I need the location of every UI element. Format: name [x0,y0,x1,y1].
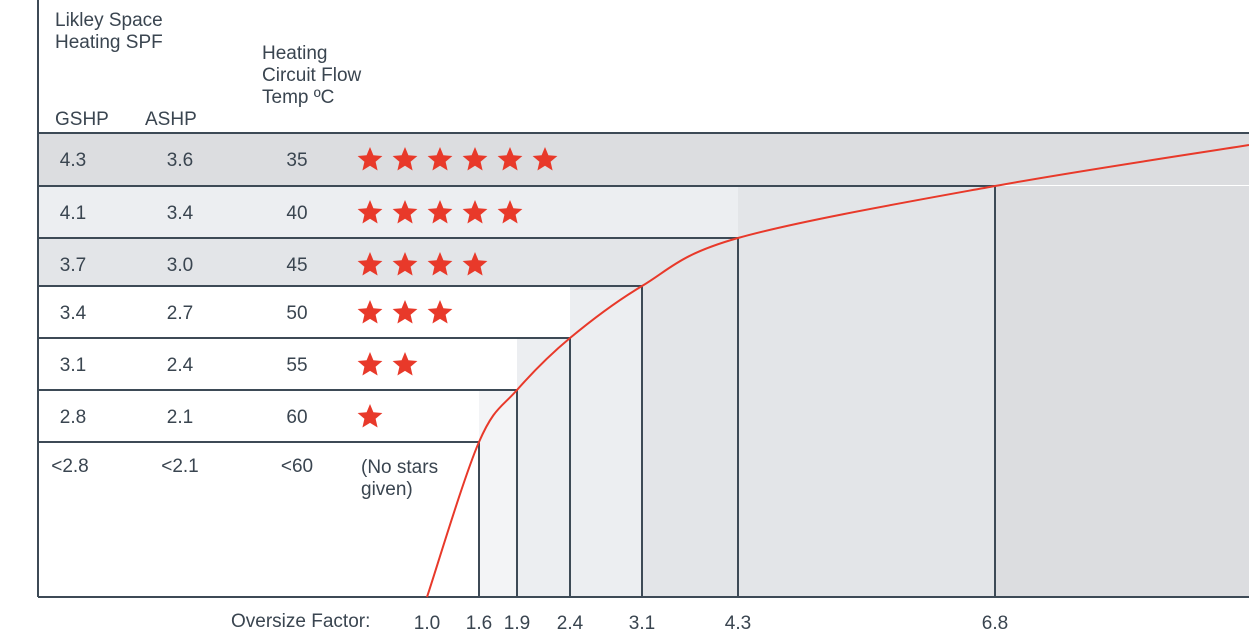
gshp-value: 4.1 [60,203,86,224]
rating-star-icon [497,147,523,171]
flow-title: Heating Circuit Flow Temp ºC [262,43,361,109]
rating-star-icon [392,352,418,376]
gshp-value: 3.1 [60,355,86,376]
no-stars-note-line2: given) [361,479,413,500]
last-row-flow: <60 [280,456,314,477]
x-axis-label: Oversize Factor: [231,611,371,632]
rating-star-icon [427,147,453,171]
rating-star-icon [392,252,418,276]
x-tick-label: 1.6 [466,613,492,634]
oversize-region [995,186,1249,597]
oversize-region [517,338,570,597]
no-stars-note: (No stars given) [361,457,438,501]
rating-star-icon [357,352,383,376]
rating-star-icon [427,200,453,224]
x-tick-label: 6.8 [982,613,1008,634]
rating-star-icon [357,300,383,324]
gshp-value: 3.4 [60,303,87,324]
row-band [38,186,738,238]
spf-title: Likley Space Heating SPF [55,10,163,54]
rating-star-icon [392,300,418,324]
rating-star-icon [497,200,523,224]
row-band [38,338,517,390]
flow-title-line1: Heating [262,43,328,64]
rating-star-icon [392,200,418,224]
gshp-value: 3.7 [60,255,86,276]
flow-temp-value: 45 [286,255,307,276]
rating-star-icon [532,147,558,171]
rating-star-icon [427,300,453,324]
spf-title-line1: Likley Space [55,10,163,31]
oversize-curve [426,144,1249,598]
flow-temp-value: 50 [286,303,307,324]
ashp-value: 2.1 [167,407,193,428]
last-row-gshp: <2.8 [51,456,89,477]
flow-title-line2: Circuit Flow [262,65,362,86]
row-band [38,133,1249,185]
row-band [38,238,642,290]
flow-temp-value: 40 [286,203,307,224]
row-band [38,286,570,338]
x-tick-label: 3.1 [629,613,655,634]
rating-star-icon [462,147,488,171]
last-row-ashp: <2.1 [161,456,199,477]
x-tick-label: 1.9 [504,613,530,634]
oversize-region [738,186,995,597]
x-tick-label: 1.0 [414,613,440,634]
spf-title-line2: Heating SPF [55,32,163,53]
x-tick-label: 4.3 [725,613,751,634]
oversize-region [570,286,642,597]
flow-temp-value: 55 [286,355,307,376]
ashp-value: 2.7 [167,303,193,324]
rating-star-icon [357,252,383,276]
ashp-value: 3.4 [167,203,194,224]
rating-star-icon [462,252,488,276]
ashp-value: 2.4 [167,355,194,376]
row-band [38,390,479,442]
x-tick-label: 2.4 [557,613,584,634]
rating-star-icon [462,200,488,224]
gshp-label: GSHP [55,109,109,130]
gshp-value: 2.8 [60,407,86,428]
flow-temp-value: 60 [286,407,307,428]
oversize-region [479,390,517,597]
rating-star-icon [427,252,453,276]
ashp-value: 3.6 [167,150,193,171]
flow-temp-value: 35 [286,150,307,171]
rating-star-icon [357,404,383,428]
rating-star-icon [392,147,418,171]
gshp-value: 4.3 [60,150,86,171]
oversize-region [642,238,738,597]
ashp-value: 3.0 [167,255,193,276]
rating-star-icon [357,200,383,224]
flow-title-line3: Temp ºC [262,87,335,108]
ashp-label: ASHP [145,109,197,130]
no-stars-note-line1: (No stars [361,457,439,478]
rating-star-icon [357,147,383,171]
